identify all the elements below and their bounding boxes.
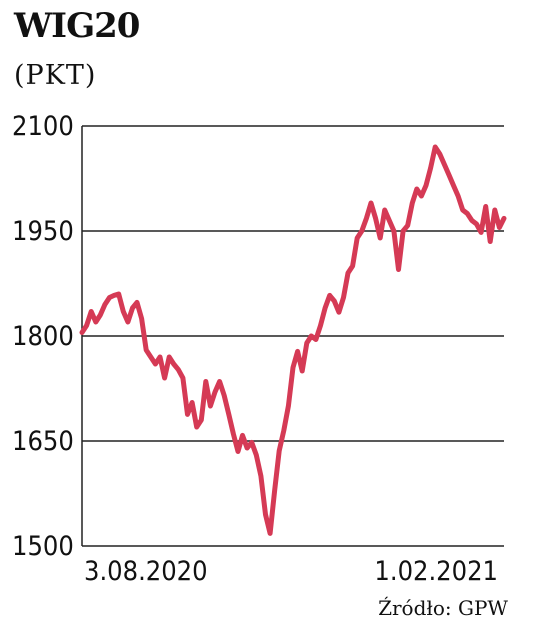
y-tick-label-1950: 1950 bbox=[12, 216, 74, 247]
x-tick-label-0: 3.08.2020 bbox=[84, 556, 208, 587]
source-note: Źródło: GPW bbox=[378, 596, 508, 620]
series-line-0 bbox=[79, 144, 507, 536]
chart-unit: (PKT) bbox=[14, 60, 97, 91]
series-group bbox=[79, 144, 507, 536]
chart-title: WIG20 bbox=[14, 6, 140, 46]
y-axis-ticks: 1500 1650 1800 1950 2100 bbox=[12, 111, 74, 562]
x-axis-ticks: 3.08.2020 1.02.2021 bbox=[84, 556, 498, 587]
y-tick-label-1650: 1650 bbox=[12, 426, 74, 457]
y-tick-label-1500: 1500 bbox=[12, 531, 74, 562]
y-tick-label-1800: 1800 bbox=[12, 321, 74, 352]
grid-lines bbox=[82, 125, 504, 547]
y-tick-label-2100: 2100 bbox=[12, 111, 74, 142]
x-tick-label-1: 1.02.2021 bbox=[374, 556, 498, 587]
